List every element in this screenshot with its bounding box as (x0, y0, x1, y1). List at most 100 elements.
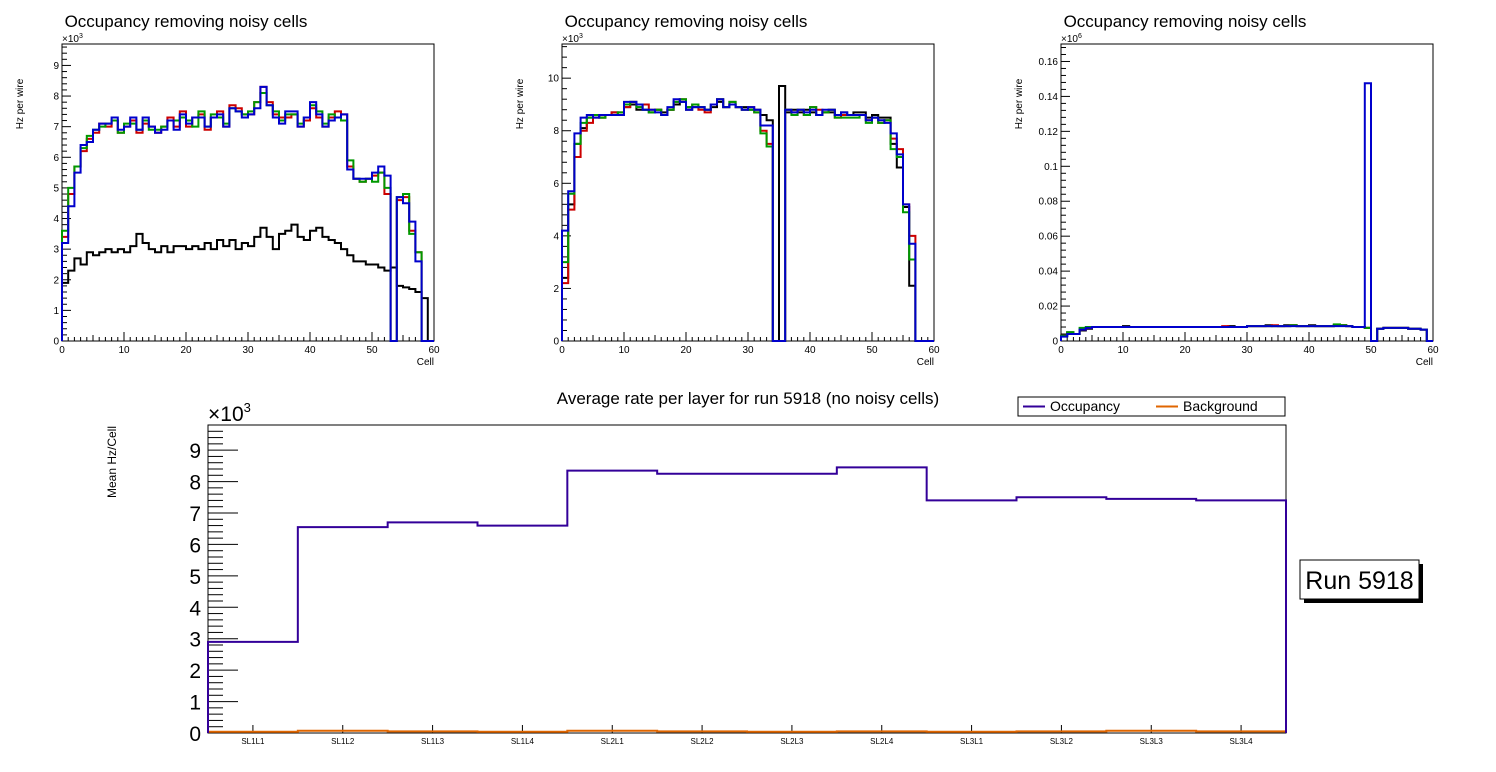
x-tick-label: 40 (304, 345, 316, 356)
x-tick-label: SL1L3 (421, 737, 445, 746)
y-tick-label: 0 (53, 337, 59, 348)
x-tick-label: 10 (1117, 345, 1129, 356)
y-tick-label: 6 (189, 534, 201, 557)
histogram-series-black (561, 85, 934, 342)
plot-frame (1060, 43, 1434, 342)
plot-frame (61, 43, 435, 342)
y-tick-label: 6 (53, 153, 59, 164)
x-tick-label: 50 (1365, 345, 1377, 356)
y-scale-exponent: 3 (579, 33, 583, 40)
y-axis-label: Mean Hz/Cell (105, 426, 119, 498)
x-tick-label: SL2L2 (691, 737, 715, 746)
panel-title: Occupancy removing noisy cells (65, 12, 308, 31)
y-tick-label: 2 (189, 660, 201, 683)
x-tick-label: SL3L2 (1050, 737, 1074, 746)
y-tick-label: 3 (189, 629, 201, 652)
y-tick-label: 7 (53, 122, 59, 133)
y-scale-factor: ×106 (1061, 33, 1082, 45)
y-axis-label: Hz per wire (1014, 78, 1025, 129)
histogram-series-blue (561, 98, 934, 342)
y-tick-label: 0.16 (1039, 57, 1059, 68)
y-scale-exponent: 3 (79, 33, 83, 40)
histogram-series-red (561, 98, 934, 342)
background-series (207, 729, 1287, 733)
y-axis-label: Hz per wire (515, 78, 526, 129)
y-scale-exponent: 6 (1078, 33, 1082, 40)
y-tick-label: 8 (189, 472, 201, 495)
x-axis-label: Cell (1416, 357, 1433, 368)
x-tick-label: 0 (59, 345, 65, 356)
x-axis-label: Cell (417, 357, 434, 368)
x-tick-label: SL1L4 (511, 737, 535, 746)
y-axis-label: Hz per wire (15, 78, 26, 129)
y-tick-label: 1 (189, 692, 201, 715)
y-tick-label: 8 (53, 92, 59, 103)
y-tick-label: 0 (189, 723, 201, 746)
x-tick-label: 40 (1303, 345, 1315, 356)
histogram-panel-2: Occupancy removing noisy cells ×103 Hz per… (515, 12, 940, 368)
plot-frame (561, 43, 935, 342)
x-tick-label: 0 (559, 345, 565, 356)
legend-label: Occupancy (1050, 398, 1120, 414)
histogram-series-green (561, 98, 934, 342)
y-tick-label: 0.02 (1039, 302, 1059, 313)
y-tick-label: 5 (189, 566, 201, 589)
y-tick-label: 0.04 (1039, 267, 1059, 278)
legend-box (1017, 396, 1286, 417)
histogram-panel-3: Occupancy removing noisy cells ×106 Hz per… (1014, 12, 1439, 368)
legend: Occupancy Background (1017, 396, 1286, 417)
y-tick-label: 8 (553, 126, 559, 137)
y-tick-label: 1 (53, 306, 59, 317)
occupancy-series (207, 466, 1287, 733)
x-tick-label: 40 (804, 345, 816, 356)
y-tick-label: 3 (53, 245, 59, 256)
y-tick-label: 0.08 (1039, 197, 1059, 208)
x-tick-label: 50 (366, 345, 378, 356)
y-tick-label: 6 (553, 179, 559, 190)
y-tick-label: 4 (189, 597, 201, 620)
y-scale-factor: ×103 (208, 400, 251, 426)
x-tick-label: SL2L4 (870, 737, 894, 746)
y-tick-label: 2 (53, 275, 59, 286)
y-tick-label: 5 (53, 183, 59, 194)
y-scale-exponent: 3 (244, 400, 251, 415)
histogram-series-black (61, 223, 434, 342)
x-tick-label: SL3L3 (1140, 737, 1164, 746)
x-tick-label: SL2L3 (780, 737, 804, 746)
y-tick-label: 0.06 (1039, 232, 1059, 243)
y-tick-label: 0 (553, 337, 559, 348)
y-tick-label: 10 (548, 74, 560, 85)
x-tick-label: 0 (1058, 345, 1064, 356)
x-tick-label: SL1L1 (241, 737, 265, 746)
y-scale-factor: ×103 (62, 33, 83, 45)
x-tick-label: 20 (680, 345, 692, 356)
x-tick-label: 20 (1179, 345, 1191, 356)
panel-title: Occupancy removing noisy cells (1064, 12, 1307, 31)
run-label-box: Run 5918 (1299, 559, 1423, 603)
panel-title: Occupancy removing noisy cells (565, 12, 808, 31)
plot-frame (207, 424, 1287, 734)
legend-label: Background (1183, 398, 1258, 414)
y-tick-label: 0.14 (1039, 92, 1059, 103)
x-tick-label: 60 (428, 345, 440, 356)
x-tick-label: SL1L2 (331, 737, 355, 746)
x-tick-label: 30 (242, 345, 254, 356)
y-tick-label: 0 (1052, 337, 1058, 348)
run-box (1299, 559, 1420, 600)
histogram-panel-1: Occupancy removing noisy cells ×103 Hz per… (15, 12, 440, 368)
x-tick-label: 30 (1241, 345, 1253, 356)
y-tick-label: 9 (189, 440, 201, 463)
histogram-series-blue (61, 85, 434, 342)
y-tick-label: 7 (189, 503, 201, 526)
run-label: Run 5918 (1305, 567, 1413, 595)
y-tick-label: 0.12 (1039, 127, 1059, 138)
x-tick-label: SL3L1 (960, 737, 984, 746)
y-tick-label: 0.1 (1044, 162, 1058, 173)
x-tick-label: 10 (618, 345, 630, 356)
x-tick-label: SL3L4 (1230, 737, 1254, 746)
average-rate-chart: Average rate per layer for run 5918 (no … (105, 389, 1287, 746)
x-tick-label: 60 (1427, 345, 1439, 356)
y-tick-label: 4 (53, 214, 59, 225)
x-axis-label: Cell (917, 357, 934, 368)
